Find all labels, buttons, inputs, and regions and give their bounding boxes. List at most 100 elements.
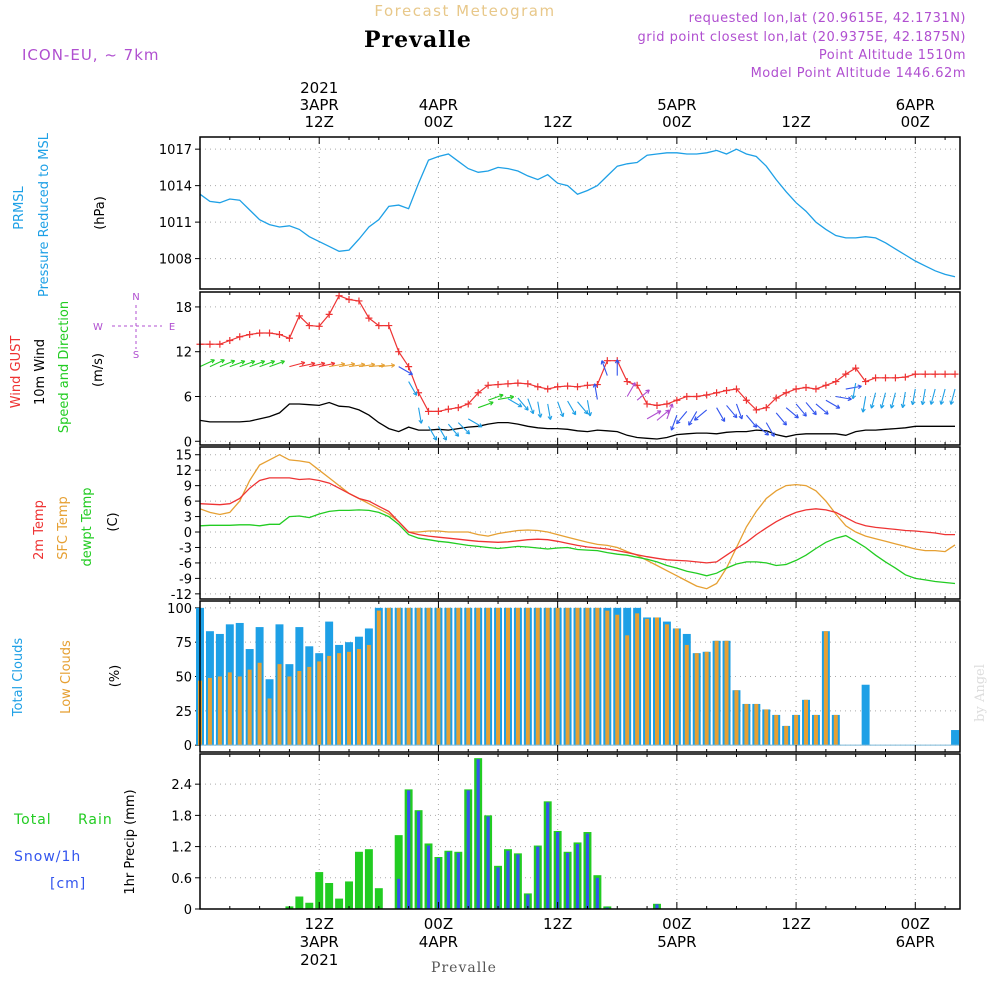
gust-marker [275,331,283,339]
gust-marker [901,373,909,381]
wind-direction-arrow [670,414,678,431]
prmsl-line [199,148,956,278]
wind-direction-arrow [507,398,523,408]
y-tick-label: 3 [184,511,192,526]
y-tick-label: 9 [184,480,192,495]
t2m-label: 2m Temp [32,500,47,560]
temp-frame [199,446,961,600]
y-tick-label: 100 [167,602,192,617]
low-cloud-bar [317,661,322,746]
wind-direction-arrow [497,394,515,401]
low-cloud-bar [297,671,302,746]
low-cloud-bar [287,676,292,746]
top-time-label: 00Z [424,113,453,131]
wind-direction-arrow [646,410,662,420]
wind-direction-arrow [666,403,674,420]
y-tick-label: 12 [175,346,192,361]
y-tick-label: 1011 [159,216,192,231]
snow-bar [585,833,590,909]
rain-bar [335,898,344,909]
wind-direction-arrow [477,401,494,409]
rain-bar [325,882,334,909]
wind-direction-arrow [636,389,650,401]
sfc-temp-line [199,453,956,590]
low-cloud-bar [237,676,242,746]
gust-marker [782,389,790,397]
gust-marker [246,331,254,339]
y-tick-label: 2.4 [171,778,192,793]
top-time-label: 00Z [662,113,691,131]
low-clouds-label: Low Clouds [59,640,74,714]
low-cloud-bar [356,649,361,746]
snow-bar [556,832,560,909]
low-cloud-bar [664,624,669,746]
requested-coords: requested lon,lat (20.9615E, 42.1731N) [689,11,966,26]
y-tick-label: 12 [175,464,192,479]
y-tick-label: 0.6 [171,872,192,887]
snow-bar [397,878,401,909]
tsfc-label: SFC Temp [56,496,71,560]
gust-marker [295,312,303,320]
temp-series [199,453,956,590]
model-altitude: Model Point Altitude 1446.62m [751,66,966,81]
rain-bar [354,851,363,909]
low-cloud-bar [813,714,818,746]
model-label: ICON-EU, ~ 7km [22,46,160,64]
low-cloud-bar [416,607,421,746]
dewpt-line [199,509,956,585]
gust-marker [424,407,432,415]
gust-marker [752,406,760,414]
low-cloud-bar [347,651,352,746]
temp-panel-labels: 2m Temp SFC Temp dewpt Temp (C) [32,487,121,566]
y-tick-label: 6 [184,495,192,510]
wind-direction-arrow [879,392,887,409]
bottom-time-label: 00Z [662,915,691,933]
snow-bar [407,790,411,909]
y-tick-label: 15 [175,449,192,464]
snow-bar [546,802,550,909]
total-label: Total [13,812,52,828]
wind-panel-labels: Wind GUST 10m Wind Speed and Direction (… [9,292,175,433]
top-time-label: 12Z [543,113,572,131]
wind-direction-arrow [437,426,447,441]
wind-direction-arrow [239,360,256,368]
wind-direction-arrow [765,422,775,437]
y-tick-label: 0 [184,903,192,918]
low-cloud-bar [446,607,451,746]
gust-marker [663,400,671,408]
rain-bar [345,881,353,909]
snow-bar [526,894,530,909]
wind-direction-arrow [398,366,414,376]
bottom-time-label: 12Z [543,915,572,933]
y-tick-label: 1.8 [171,809,192,824]
wind-direction-arrow [447,423,460,437]
wind-direction-arrow [900,391,906,409]
pressure-unit: (hPa) [93,196,108,230]
wind-direction-arrow [408,381,418,396]
snow-bar [496,867,500,909]
wind-direction-arrow [368,363,386,368]
bottom-time-label: 00Z [901,915,930,933]
gust-marker [256,329,264,337]
chart-title: Prevalle [364,27,472,53]
wind-series [196,292,959,441]
y-tick-label: 18 [175,301,192,316]
wind-direction-arrow [319,361,336,368]
wind-direction-arrow [825,399,841,409]
compass-rose: N W E S [93,292,175,361]
wind-direction-arrow [537,401,543,418]
gust-marker [852,364,860,372]
low-cloud-bar [456,607,461,746]
snow-bar [575,843,580,909]
bottom-time-label: 6APR [896,933,935,951]
top-time-label: 2021 [300,79,338,97]
y-tick-label: 0 [184,526,192,541]
prmsl-label: PRMSL [12,185,27,229]
y-tick-label: 1008 [159,253,192,268]
low-cloud-bar [625,635,630,746]
top-time-label: 12Z [781,113,810,131]
wind-direction-arrow [785,407,799,419]
compass-south: S [133,350,139,361]
wind-direction-arrow [467,418,483,428]
